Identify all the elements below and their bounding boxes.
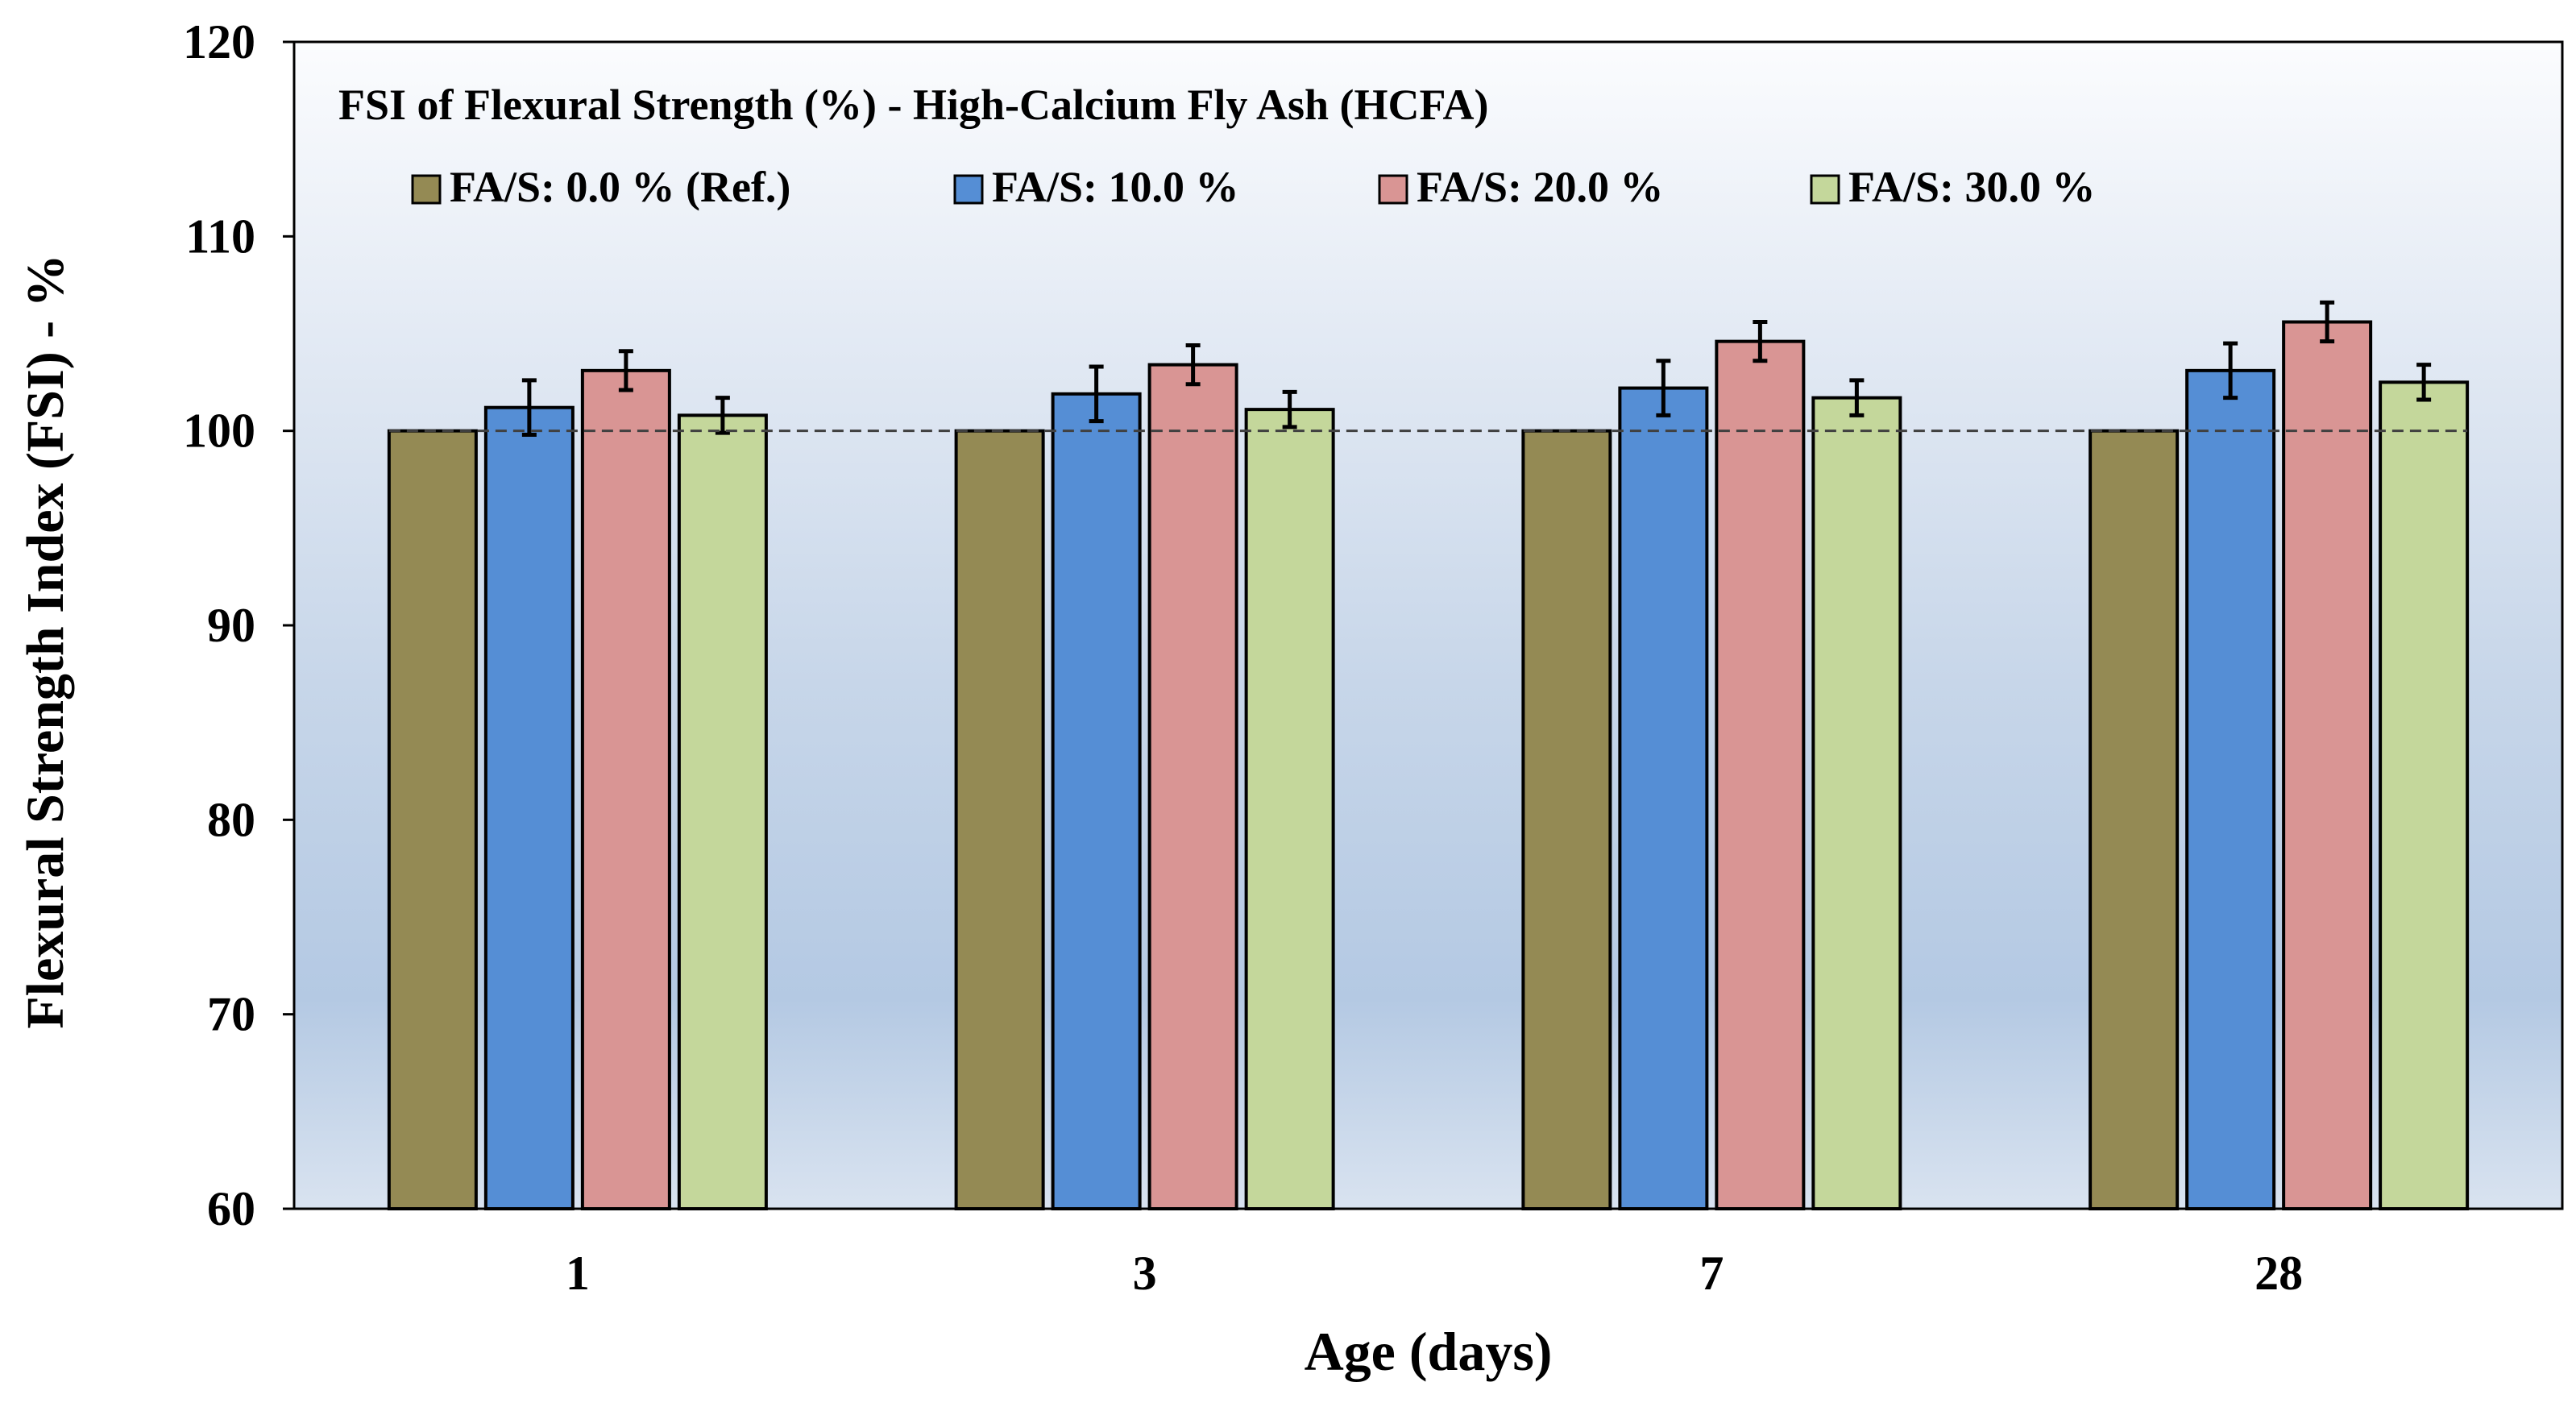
bar (954, 429, 1045, 1210)
bar (580, 368, 671, 1210)
legend-swatch (1378, 174, 1408, 205)
legend-swatch (953, 174, 984, 205)
y-tick-label: 120 (183, 15, 255, 68)
bar (677, 413, 768, 1210)
y-tick-label: 60 (207, 1182, 255, 1235)
bar (2379, 380, 2470, 1210)
chart-title: FSI of Flexural Strength (%) - High-Calc… (338, 81, 1488, 129)
x-tick-label: 28 (2255, 1247, 2303, 1300)
plot-area (292, 40, 2564, 1210)
bar (483, 405, 575, 1210)
legend-label: FA/S: 0.0 % (Ref.) (450, 163, 790, 211)
bar (1521, 429, 1612, 1210)
y-tick-label: 100 (183, 405, 255, 458)
x-tick-label: 3 (1133, 1247, 1157, 1300)
bar (387, 429, 478, 1210)
legend-swatch (411, 174, 442, 205)
y-tick-label: 110 (185, 210, 255, 263)
x-tick-label: 7 (1699, 1247, 1724, 1300)
bar (2185, 368, 2276, 1210)
legend: FA/S: 0.0 % (Ref.) FA/S: 10.0 % FA/S: 20.0… (411, 163, 2096, 211)
y-tick-label: 90 (207, 599, 255, 652)
y-tick-label: 80 (207, 793, 255, 846)
x-axis-label: Age (days) (1305, 1321, 1553, 1382)
bar (1147, 363, 1238, 1211)
bar (1051, 392, 1142, 1210)
legend-label: FA/S: 20.0 % (1417, 163, 1664, 211)
bar (1715, 339, 1806, 1210)
y-tick-label: 70 (207, 988, 255, 1041)
bar (2282, 320, 2373, 1210)
bar (1618, 386, 1709, 1211)
legend-label: FA/S: 10.0 % (992, 163, 1239, 211)
bar (1244, 408, 1335, 1210)
legend-swatch (1810, 174, 1840, 205)
y-axis-label: Flexural Strength Index (FSI) - % (16, 254, 75, 1028)
bar (2089, 429, 2180, 1210)
legend-label: FA/S: 30.0 % (1848, 163, 2096, 211)
x-tick-label: 1 (566, 1247, 590, 1300)
bar (1811, 396, 1902, 1210)
